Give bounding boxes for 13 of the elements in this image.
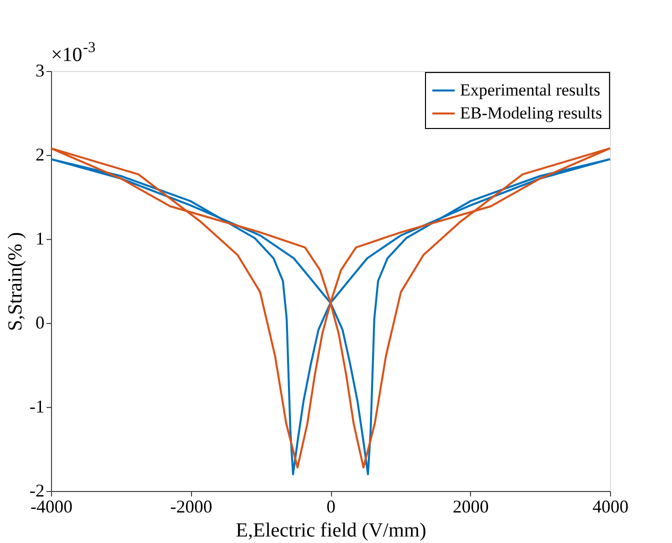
y-tick-label: 3	[36, 60, 44, 80]
y-tick-label: -1	[30, 396, 44, 416]
x-tick-label: 4000	[592, 496, 628, 516]
legend-label: Experimental results	[460, 80, 600, 100]
legend-label: EB-Modeling results	[460, 104, 602, 122]
x-tick-label: 0	[326, 496, 336, 516]
y-tick-label: 2	[36, 144, 44, 164]
x-tick-label: 2000	[452, 496, 489, 516]
y-tick-label: 0	[36, 312, 44, 332]
x-axis-title: E,Electric field (V/mm)	[236, 520, 426, 542]
y-axis-title: S,Strain(% )	[4, 232, 27, 331]
x-tick-label: -2000	[170, 496, 212, 516]
y-tick-label: 1	[36, 228, 44, 248]
